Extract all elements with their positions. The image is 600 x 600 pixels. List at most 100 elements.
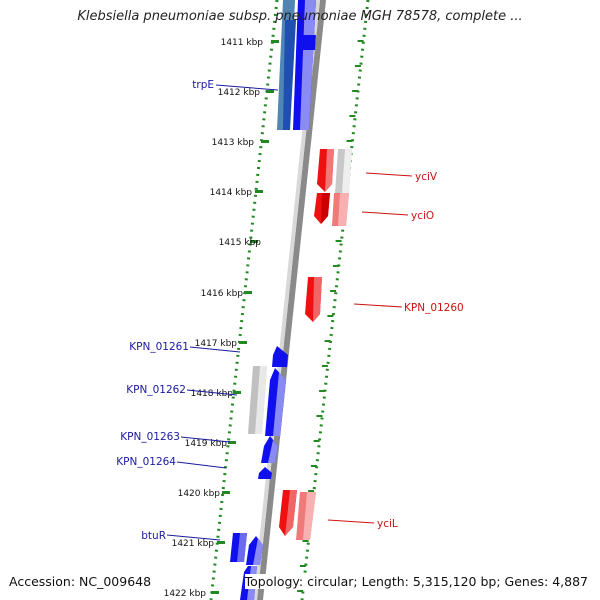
scale-tick (250, 240, 258, 243)
minor-scale-tick (321, 365, 328, 367)
gene-feature-yciL[interactable] (279, 490, 316, 540)
gene-block-shade (338, 193, 349, 226)
gene-feature-KPN_01263[interactable] (261, 436, 278, 463)
scale-tick-label: 1421 kbp (172, 539, 215, 549)
scale-tick-label: 1419 kbp (185, 439, 228, 449)
scale-tick-label: 1418 kbp (191, 389, 234, 399)
minor-scale-tick (330, 290, 337, 292)
scale-tick (228, 441, 236, 444)
scale-tick-label: 1411 kbp (221, 38, 264, 48)
scale-tick-label: 1416 kbp (201, 289, 244, 299)
label-leader-line (166, 534, 221, 541)
minor-scale-tick (316, 415, 323, 417)
minor-scale-tick (346, 140, 353, 142)
gene-block (283, 20, 296, 130)
minor-scale-tick (313, 440, 320, 442)
gene-feature-KPN_01264[interactable] (258, 467, 272, 479)
scale-tick (222, 491, 230, 494)
scale-tick-group (211, 40, 279, 594)
inner-scale-ring (209, 0, 279, 600)
scale-tick (255, 190, 263, 193)
scale-tick-label: 1417 kbp (195, 339, 238, 349)
scale-tick-label: 1412 kbp (218, 88, 261, 98)
forward-label-group: trpE KPN_01261 KPN_01262 KPN_01263 KPN_0… (116, 79, 279, 542)
scale-tick-label: 1420 kbp (178, 489, 221, 499)
label-leader-line (186, 389, 238, 396)
label-leader-line (361, 211, 409, 216)
scale-tick (211, 591, 219, 594)
gene-label-KPN_01261[interactable]: KPN_01261 (129, 341, 189, 353)
gene-label-KPN_01262[interactable]: KPN_01262 (126, 384, 186, 396)
gene-label-yciV[interactable]: yciV (415, 171, 438, 183)
pseudo-gene-shade (342, 149, 352, 193)
gene-block-shade (237, 533, 247, 562)
gene-block (300, 35, 316, 50)
gene-arrow-shade (313, 277, 322, 322)
minor-scale-tick (327, 315, 334, 317)
minor-scale-tick (308, 490, 315, 492)
minor-scale-tick (332, 265, 339, 267)
outer-scale-ring (300, 0, 370, 600)
gene-arrow-shade (273, 372, 286, 436)
gene-arrow-shade (321, 193, 330, 224)
gene-arrow-shade (325, 149, 334, 192)
accession-text: Accession: NC_009648 (9, 574, 154, 589)
scale-tick-label: 1415 kbp (219, 238, 262, 248)
gene-label-yciO[interactable]: yciO (411, 210, 434, 222)
scale-tick (271, 40, 279, 43)
minor-scale-tick (349, 115, 356, 117)
scale-tick-label: 1413 kbp (212, 138, 255, 148)
label-leader-line (353, 303, 403, 308)
minor-scale-tick (335, 240, 342, 242)
gene-arrow-shade (268, 440, 278, 463)
label-leader-line (176, 461, 227, 469)
minor-scale-tick (324, 340, 331, 342)
reverse-label-group: yciV yciO KPN_01260 yciL (327, 171, 464, 530)
minor-scale-tick (310, 465, 317, 467)
minor-scale-tick (354, 65, 361, 67)
scale-tick (244, 291, 252, 294)
gene-label-KPN_01264[interactable]: KPN_01264 (116, 456, 176, 468)
scale-tick-label: 1414 kbp (210, 188, 253, 198)
map-title: Klebsiella pneumoniae subsp. pneumoniae … (77, 9, 523, 24)
minor-scale-tick (357, 40, 364, 42)
label-leader-line (189, 346, 241, 353)
label-leader-line (327, 519, 375, 524)
gene-feature-yciV[interactable] (317, 149, 352, 193)
scale-tick (239, 341, 247, 344)
scale-tick-label: 1422 kbp (164, 589, 207, 599)
gene-label-yciL[interactable]: yciL (377, 518, 398, 530)
scale-tick (233, 391, 241, 394)
scale-tick (261, 140, 269, 143)
gene-block-shade (300, 0, 316, 130)
gene-arrow (258, 467, 272, 479)
gene-arrow-shade (253, 538, 263, 565)
gene-feature-KPN_01262[interactable] (248, 366, 286, 436)
label-leader-line (365, 172, 413, 177)
label-leader-line (180, 436, 231, 443)
gene-feature-KPN_01261[interactable] (272, 346, 288, 367)
label-leader-line (215, 84, 279, 91)
gene-feature-KPN_01260[interactable] (305, 277, 322, 322)
gene-arrow-shade (285, 490, 297, 536)
gene-block-shade (303, 492, 316, 540)
gene-feature-yciO[interactable] (314, 193, 349, 226)
minor-scale-tick (302, 540, 309, 542)
scale-tick (217, 541, 225, 544)
minor-scale-tick (319, 390, 326, 392)
gene-label-btuR[interactable]: btuR (141, 530, 166, 542)
gene-label-trpE[interactable]: trpE (192, 79, 214, 91)
topology-text: Topology: circular; Length: 5,315,120 bp… (244, 574, 590, 589)
gene-arrow (272, 346, 288, 367)
minor-scale-tick (352, 90, 359, 92)
minor-scale-tick (299, 565, 306, 567)
scale-tick (266, 90, 274, 93)
gene-feature-trpE[interactable] (277, 0, 316, 130)
minor-scale-tick (297, 590, 304, 592)
gene-label-KPN_01263[interactable]: KPN_01263 (120, 431, 180, 443)
gene-label-KPN_01260[interactable]: KPN_01260 (404, 302, 464, 314)
scale-label-group: 1411 kbp 1412 kbp 1413 kbp 1414 kbp 1415… (164, 38, 264, 599)
pseudo-gene-shade (255, 366, 267, 434)
